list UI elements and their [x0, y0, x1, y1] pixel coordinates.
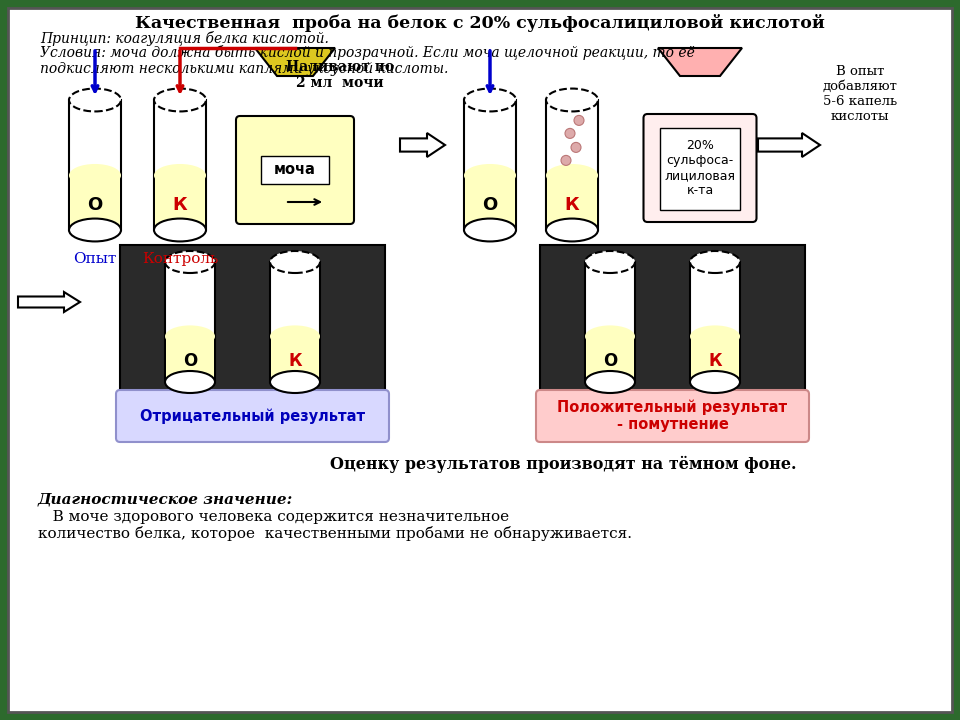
FancyBboxPatch shape: [261, 156, 329, 184]
Bar: [585, 262, 635, 382]
Ellipse shape: [69, 164, 121, 187]
Ellipse shape: [69, 89, 121, 112]
Text: К: К: [288, 353, 301, 371]
Ellipse shape: [165, 251, 215, 273]
Ellipse shape: [270, 371, 320, 393]
Ellipse shape: [270, 251, 320, 273]
Polygon shape: [255, 48, 335, 76]
Text: Оценку результатов производят на тёмном фоне.: Оценку результатов производят на тёмном …: [330, 456, 797, 473]
Text: К: К: [564, 197, 579, 215]
Text: моча: моча: [274, 163, 316, 178]
Bar: [464, 100, 516, 230]
Text: Положительный результат
- помутнение: Положительный результат - помутнение: [558, 400, 787, 433]
FancyBboxPatch shape: [536, 390, 809, 442]
Ellipse shape: [69, 219, 121, 241]
Bar: [154, 100, 206, 230]
Text: 20%
сульфоса-
лициловая
к-та: 20% сульфоса- лициловая к-та: [664, 139, 735, 197]
Text: Опыт: Опыт: [73, 252, 117, 266]
Text: О: О: [87, 197, 103, 215]
FancyBboxPatch shape: [236, 116, 354, 224]
Text: К: К: [708, 353, 722, 371]
Bar: [540, 245, 805, 390]
FancyBboxPatch shape: [643, 114, 756, 222]
Text: О: О: [482, 197, 497, 215]
Ellipse shape: [585, 371, 635, 393]
Text: Наливают по
2 мл  мочи: Наливают по 2 мл мочи: [286, 60, 394, 90]
Circle shape: [561, 156, 571, 166]
Bar: [690, 262, 740, 382]
Text: О: О: [182, 353, 197, 371]
Ellipse shape: [154, 164, 206, 187]
Polygon shape: [758, 133, 820, 157]
Ellipse shape: [546, 164, 598, 187]
Ellipse shape: [690, 325, 740, 347]
Text: Диагностическое значение:: Диагностическое значение:: [38, 492, 293, 506]
Circle shape: [574, 115, 584, 125]
Text: Условия: моча должна быть кислой и прозрачной. Если моча щелочной реакции, то её: Условия: моча должна быть кислой и прозр…: [40, 45, 695, 76]
Bar: [70, 176, 120, 230]
Circle shape: [565, 128, 575, 138]
Polygon shape: [18, 292, 80, 312]
Text: Качественная  проба на белок с 20% сульфосалициловой кислотой: Качественная проба на белок с 20% сульфо…: [135, 14, 825, 32]
Circle shape: [571, 143, 581, 153]
Ellipse shape: [165, 325, 215, 347]
Text: К: К: [173, 197, 187, 215]
Bar: [691, 336, 739, 382]
Ellipse shape: [585, 251, 635, 273]
Text: В опыт
добавляют
5-6 капель
кислоты: В опыт добавляют 5-6 капель кислоты: [823, 65, 898, 123]
Bar: [165, 262, 215, 382]
Bar: [465, 176, 515, 230]
FancyBboxPatch shape: [660, 128, 740, 210]
Ellipse shape: [546, 89, 598, 112]
Bar: [270, 262, 320, 382]
Ellipse shape: [464, 164, 516, 187]
Ellipse shape: [585, 325, 635, 347]
Ellipse shape: [546, 219, 598, 241]
Ellipse shape: [154, 219, 206, 241]
Text: Контроль: Контроль: [142, 252, 218, 266]
Bar: [120, 245, 385, 390]
FancyBboxPatch shape: [116, 390, 389, 442]
Bar: [166, 336, 214, 382]
Ellipse shape: [154, 89, 206, 112]
Polygon shape: [400, 133, 445, 157]
Bar: [271, 336, 319, 382]
Ellipse shape: [690, 371, 740, 393]
Ellipse shape: [270, 325, 320, 347]
Bar: [155, 176, 205, 230]
Text: В моче здорового человека содержится незначительное
количество белка, которое  к: В моче здорового человека содержится нез…: [38, 510, 632, 541]
Text: Отрицательный результат: Отрицательный результат: [140, 408, 365, 424]
Bar: [586, 336, 634, 382]
Text: О: О: [603, 353, 617, 371]
Bar: [547, 176, 597, 230]
Text: Принцип: коагуляция белка кислотой.: Принцип: коагуляция белка кислотой.: [40, 31, 329, 46]
Ellipse shape: [464, 219, 516, 241]
Polygon shape: [658, 48, 742, 76]
Ellipse shape: [165, 371, 215, 393]
Ellipse shape: [464, 89, 516, 112]
Ellipse shape: [690, 251, 740, 273]
Bar: [546, 100, 598, 230]
Bar: [69, 100, 121, 230]
